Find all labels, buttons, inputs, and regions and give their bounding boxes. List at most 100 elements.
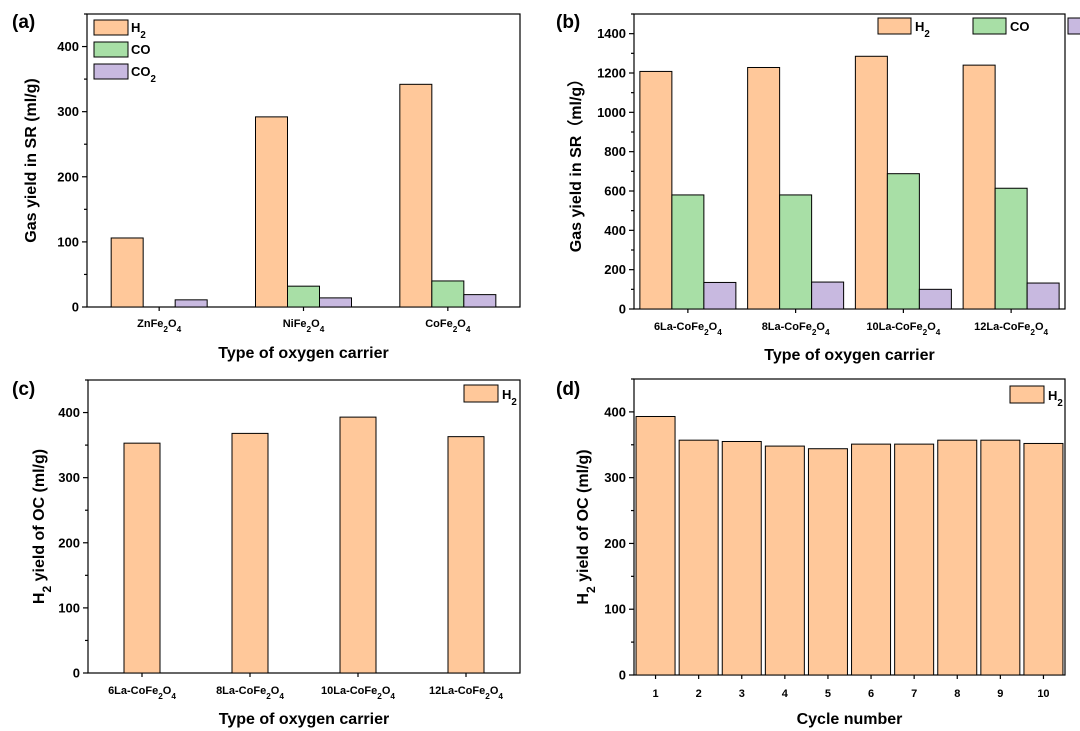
bar-co2-2	[811, 281, 845, 310]
bar-co2-3	[463, 294, 497, 308]
y-tick-label: 200	[604, 262, 626, 277]
bar-co2-1	[703, 281, 737, 310]
bar-co-2	[287, 285, 320, 308]
y-tick-label: 1000	[597, 105, 626, 120]
bar-h2-8	[937, 439, 978, 676]
y-tick-label: 400	[604, 404, 626, 419]
x-tick-label: 1	[652, 688, 658, 700]
y-axis-title: Gas yield in SR（ml/g）	[567, 71, 585, 252]
bar-h2-1	[110, 237, 144, 308]
bar-h2-4	[764, 445, 805, 676]
legend-label-h2: H2	[1048, 388, 1063, 409]
legend-swatch-co	[972, 17, 1007, 35]
bar-h2-2	[678, 439, 719, 676]
plot-frame	[87, 379, 521, 674]
y-tick-label: 100	[604, 602, 626, 617]
bar-h2-4	[962, 64, 996, 310]
x-tick-label: 9	[997, 688, 1003, 700]
panel-label: (c)	[12, 379, 35, 400]
y-tick-label: 400	[57, 39, 79, 54]
bar-h2-9	[980, 439, 1021, 676]
bar-co2-3	[918, 288, 952, 310]
x-tick-label: ZnFe2O4	[137, 318, 181, 334]
legend-swatch-h2	[93, 19, 129, 36]
bar-co-3	[431, 280, 465, 308]
chart-panel-a: (a) 0 100 200 300 400 ZnFe2O4 NiFe2O4 CoFe2O4 Typ…	[12, 12, 521, 362]
bar-h2-2	[747, 66, 781, 310]
x-tick-label: 8	[954, 688, 960, 700]
x-axis-title: Cycle number	[797, 711, 903, 728]
x-tick-label: 4	[782, 688, 789, 700]
legend-swatch-h2	[463, 384, 499, 403]
legend-label-h2: H2	[915, 19, 930, 40]
legend-swatch-co2	[93, 63, 129, 80]
x-tick-label: 6	[868, 688, 874, 700]
bar-h2-5	[807, 448, 848, 676]
legend-swatch-co2	[1067, 17, 1080, 35]
x-tick-label: 12La-CoFe2O4	[974, 321, 1048, 337]
y-tick-label: 1400	[597, 26, 626, 41]
x-tick-label: 10La-CoFe2O4	[866, 321, 940, 337]
plot-frame	[86, 13, 521, 308]
y-axis-title: H2 yield of OC (ml/g)	[575, 449, 598, 604]
bar-co2-4	[1026, 282, 1060, 310]
x-tick-label: NiFe2O4	[283, 318, 325, 334]
x-tick-label: CoFe2O4	[425, 318, 471, 334]
x-tick-label: 10	[1037, 688, 1049, 700]
bar-h2-3	[339, 416, 377, 674]
bar-h2-3	[399, 83, 433, 308]
legend-label-co2: CO2	[131, 64, 157, 85]
bar-h2-3	[854, 55, 888, 310]
x-tick-label: 5	[825, 688, 831, 700]
bar-h2-1	[635, 415, 676, 676]
x-axis-title: Type of oxygen carrier	[219, 711, 389, 728]
x-tick-label: 6La-CoFe2O4	[654, 321, 722, 337]
legend-swatch-h2	[1009, 385, 1045, 404]
y-tick-label: 200	[58, 535, 80, 550]
bar-co-2	[779, 194, 813, 310]
bar-h2-3	[721, 440, 762, 676]
y-tick-label: 600	[604, 184, 626, 199]
y-tick-label: 300	[604, 470, 626, 485]
bar-h2-10	[1023, 442, 1064, 676]
legend-label-h2: H2	[131, 20, 146, 41]
y-tick-label: 100	[57, 234, 79, 249]
bar-co-4	[994, 187, 1028, 310]
y-axis-title: Gas yield in SR (ml/g)	[23, 78, 40, 242]
y-tick-label: 0	[72, 300, 79, 315]
x-axis-title: Type of oxygen carrier	[764, 347, 934, 364]
x-tick-label: 3	[739, 688, 745, 700]
y-axis-title: H2 yield of OC (ml/g)	[31, 449, 54, 604]
y-tick-label: 100	[58, 600, 80, 615]
y-tick-label: 1200	[597, 66, 626, 81]
y-tick-label: 400	[58, 405, 80, 420]
y-tick-label: 300	[58, 470, 80, 485]
x-axis-title: Type of oxygen carrier	[218, 345, 388, 362]
legend: H2	[1009, 385, 1063, 409]
y-tick-label: 800	[604, 144, 626, 159]
y-tick-label: 0	[619, 668, 626, 683]
y-tick-label: 0	[73, 666, 80, 681]
x-tick-label: 2	[696, 688, 702, 700]
x-tick-label: 6La-CoFe2O4	[108, 685, 176, 701]
x-tick-label: 12La-CoFe2O4	[429, 685, 503, 701]
y-tick-label: 0	[619, 302, 626, 317]
y-tick-label: 200	[57, 169, 79, 184]
bar-co-1	[671, 194, 705, 310]
bar-h2-7	[894, 443, 935, 676]
y-tick-label: 400	[604, 223, 626, 238]
legend-label-co: CO	[1010, 19, 1030, 34]
x-tick-label: 8La-CoFe2O4	[216, 685, 284, 701]
bar-h2-2	[255, 116, 288, 308]
bar-co-3	[886, 173, 920, 310]
bar-h2-1	[123, 442, 161, 674]
bar-h2-1	[639, 70, 673, 310]
plot-frame	[633, 378, 1066, 676]
x-tick-label: 10La-CoFe2O4	[321, 685, 395, 701]
bar-h2-2	[231, 432, 269, 674]
bar-co2-2	[319, 297, 352, 308]
legend-label-co: CO	[131, 42, 151, 57]
